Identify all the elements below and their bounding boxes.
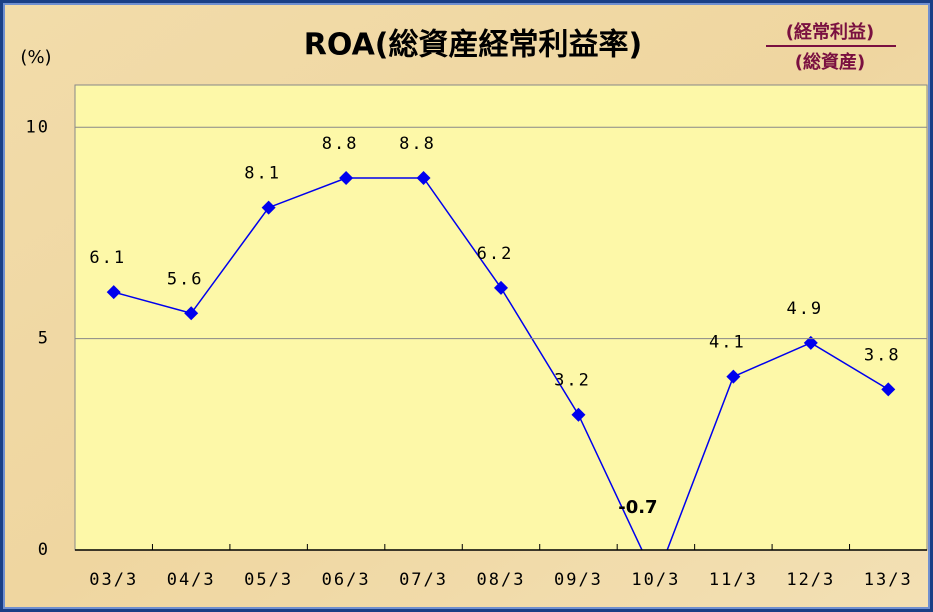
subtitle-numerator: (経常利益): [786, 21, 874, 43]
x-tick-label: 10/3: [631, 570, 680, 590]
subtitle-denominator: (総資産): [795, 51, 865, 73]
data-label: 8.8: [399, 134, 436, 154]
data-label: 8.1: [244, 164, 281, 184]
data-label: -0.7: [618, 497, 657, 518]
data-label: 6.1: [89, 248, 126, 268]
data-point: [261, 200, 276, 215]
x-tick-label: 04/3: [167, 570, 216, 590]
data-label: 3.8: [864, 345, 901, 365]
data-label: 4.1: [709, 333, 746, 353]
x-tick-label: 05/3: [244, 570, 293, 590]
data-label: 6.2: [477, 244, 514, 264]
x-tick-label: 06/3: [322, 570, 371, 590]
x-tick-label: 08/3: [477, 570, 526, 590]
x-tick-label: 11/3: [709, 570, 758, 590]
x-tick-label: 12/3: [786, 570, 835, 590]
x-tick-label: 13/3: [864, 570, 913, 590]
data-point: [106, 285, 121, 300]
x-tick-label: 09/3: [554, 570, 603, 590]
data-point: [184, 306, 199, 321]
y-axis-label: (%): [20, 47, 51, 68]
data-point: [416, 171, 431, 185]
chart-title: ROA(総資産経常利益率): [304, 28, 642, 63]
data-point: [571, 407, 586, 422]
x-tick-label: 03/3: [89, 570, 138, 590]
x-tick-label: 07/3: [399, 570, 448, 590]
data-label: 8.8: [322, 134, 359, 154]
data-label: 3.2: [554, 371, 591, 391]
y-tick-label: 5: [38, 329, 50, 349]
plot-area: [74, 84, 928, 551]
y-tick-label: 10: [26, 117, 50, 137]
plot: [106, 171, 896, 550]
data-label: 4.9: [786, 299, 823, 319]
y-tick-label: 0: [38, 540, 50, 560]
data-point: [494, 280, 508, 295]
data-point: [726, 369, 741, 384]
data-point: [339, 171, 354, 185]
data-point: [881, 382, 896, 397]
data-label: 5.6: [167, 269, 204, 289]
data-point: [803, 335, 818, 350]
